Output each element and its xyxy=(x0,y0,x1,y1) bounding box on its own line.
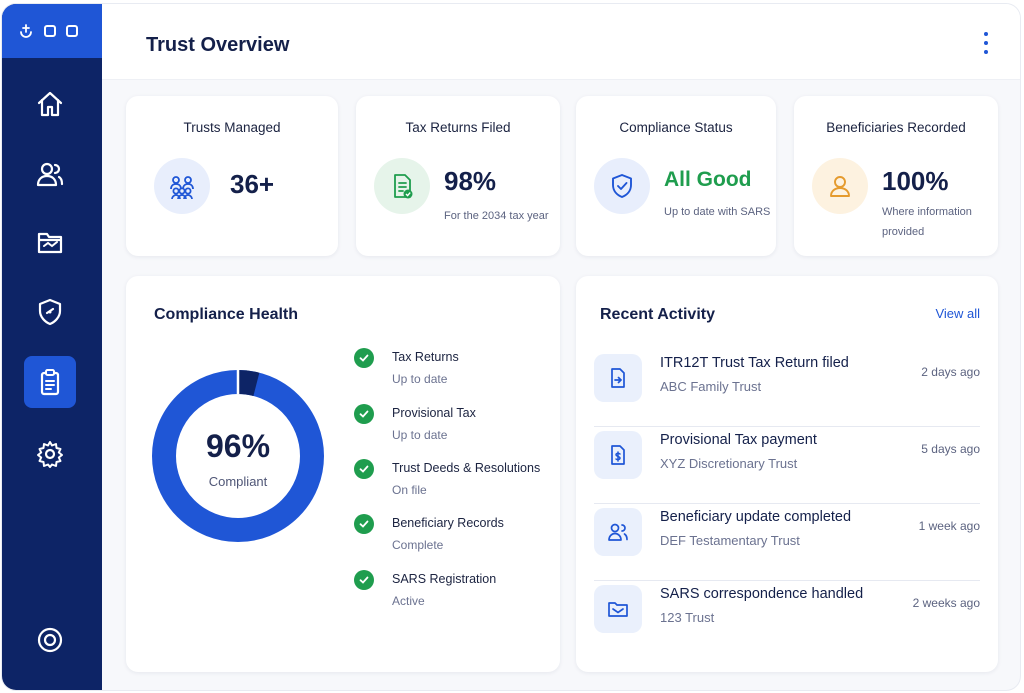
compliance-item-label: Provisional Tax xyxy=(392,406,476,420)
activity-item[interactable]: Beneficiary update completed DEF Testame… xyxy=(594,504,980,581)
compliance-item-status: Up to date xyxy=(392,428,448,442)
check-circle-icon xyxy=(354,404,374,424)
compliance-donut-chart xyxy=(152,368,324,542)
activity-title-text: ITR12T Trust Tax Return filed xyxy=(660,355,849,371)
donut-caption: Compliant xyxy=(208,474,268,489)
stat-value: All Good xyxy=(664,168,752,191)
stat-card-compliance-status: Compliance Status All Good Up to date wi… xyxy=(576,96,776,256)
check-circle-icon xyxy=(354,514,374,534)
activity-item[interactable]: SARS correspondence handled 123 Trust 2 … xyxy=(594,581,980,658)
activity-time: 5 days ago xyxy=(921,442,980,456)
check-circle-icon xyxy=(354,570,374,590)
stat-card-tax-returns: Tax Returns Filed 98% For the 2034 tax y… xyxy=(356,96,560,256)
stat-title: Beneficiaries Recorded xyxy=(826,120,966,135)
activity-trust-name: 123 Trust xyxy=(660,610,715,625)
clipboard-icon xyxy=(40,369,60,396)
page-header: Trust Overview xyxy=(102,4,1020,80)
sidebar-item-home[interactable] xyxy=(24,78,76,130)
activity-title-text: Provisional Tax payment xyxy=(660,432,817,448)
activity-trust-name: XYZ Discretionary Trust xyxy=(660,456,798,471)
app-icon[interactable] xyxy=(18,23,34,39)
stat-subtitle-line2: provided xyxy=(882,226,925,238)
window-button-1[interactable] xyxy=(44,25,56,37)
window-button-2[interactable] xyxy=(66,25,78,37)
stat-card-beneficiaries: Beneficiaries Recorded 100% Where inform… xyxy=(794,96,998,256)
stat-title: Compliance Status xyxy=(619,120,733,135)
gear-icon xyxy=(37,441,63,468)
sidebar-brand-bar xyxy=(2,4,102,58)
stat-value: 100% xyxy=(882,166,949,196)
activity-trust-name: DEF Testamentary Trust xyxy=(660,533,800,548)
sidebar-item-target[interactable] xyxy=(24,614,76,666)
activity-item[interactable]: ITR12T Trust Tax Return filed ABC Family… xyxy=(594,350,980,427)
kebab-menu-icon[interactable] xyxy=(982,32,990,54)
activity-time: 2 days ago xyxy=(921,365,980,379)
check-circle-icon xyxy=(354,348,374,368)
activity-time: 2 weeks ago xyxy=(912,596,980,610)
folder-mail-icon xyxy=(594,585,642,633)
compliance-item-status: Complete xyxy=(392,538,444,552)
compliance-item-label: SARS Registration xyxy=(392,572,497,586)
stat-value: 98% xyxy=(444,166,497,196)
activity-item[interactable]: Provisional Tax payment XYZ Discretionar… xyxy=(594,427,980,504)
compliance-item-label: Beneficiary Records xyxy=(392,516,504,530)
home-icon xyxy=(37,91,63,117)
recent-activity-card: Recent Activity View all ITR12T Trust Ta… xyxy=(576,276,998,672)
stat-value: 36+ xyxy=(230,169,275,199)
users-icon xyxy=(36,162,64,187)
target-icon xyxy=(37,627,63,653)
sidebar-item-security[interactable] xyxy=(24,286,76,338)
view-all-link[interactable]: View all xyxy=(935,306,980,321)
activity-title-text: Beneficiary update completed xyxy=(660,509,852,525)
document-dollar-icon xyxy=(594,431,642,479)
users-icon xyxy=(594,508,642,556)
check-circle-icon xyxy=(354,459,374,479)
compliance-item-status: Active xyxy=(392,594,425,608)
people-group-icon xyxy=(154,158,210,214)
compliance-health-card: Compliance Health 96% Compliant Tax Retu… xyxy=(126,276,560,672)
activity-title: Recent Activity xyxy=(600,306,715,323)
stat-card-trusts: Trusts Managed 36+ xyxy=(126,96,338,256)
shield-icon xyxy=(38,298,62,326)
folder-icon xyxy=(37,232,63,254)
activity-trust-name: ABC Family Trust xyxy=(660,379,762,394)
compliance-title: Compliance Health xyxy=(154,306,299,323)
app-window: Trust Overview Trusts Managed 36+ Tax Re… xyxy=(2,4,1020,690)
stat-subtitle: For the 2034 tax year xyxy=(444,210,549,222)
compliance-item-status: On file xyxy=(392,483,427,497)
activity-title-text: SARS correspondence handled xyxy=(660,586,864,602)
person-icon xyxy=(812,158,868,214)
sidebar-item-users[interactable] xyxy=(24,148,76,200)
sidebar-item-compliance[interactable] xyxy=(24,356,76,408)
document-check-icon xyxy=(374,158,430,214)
page-title: Trust Overview xyxy=(146,34,290,56)
activity-time: 1 week ago xyxy=(918,519,980,533)
sidebar xyxy=(2,4,102,690)
stat-title: Trusts Managed xyxy=(183,120,281,135)
compliance-item-label: Tax Returns xyxy=(392,350,459,364)
stat-title: Tax Returns Filed xyxy=(405,120,511,135)
compliance-item-status: Up to date xyxy=(392,372,448,386)
sidebar-item-folders[interactable] xyxy=(24,216,76,268)
stat-subtitle: Up to date with SARS xyxy=(664,206,771,218)
compliance-item-label: Trust Deeds & Resolutions xyxy=(392,461,541,475)
stat-subtitle-line1: Where information xyxy=(882,206,972,218)
sidebar-item-settings[interactable] xyxy=(24,428,76,480)
donut-percent-label: 96% xyxy=(205,428,271,464)
shield-check-icon xyxy=(594,158,650,214)
document-arrow-icon xyxy=(594,354,642,402)
